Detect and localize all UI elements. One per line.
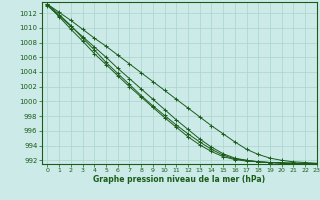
X-axis label: Graphe pression niveau de la mer (hPa): Graphe pression niveau de la mer (hPa) bbox=[93, 175, 265, 184]
